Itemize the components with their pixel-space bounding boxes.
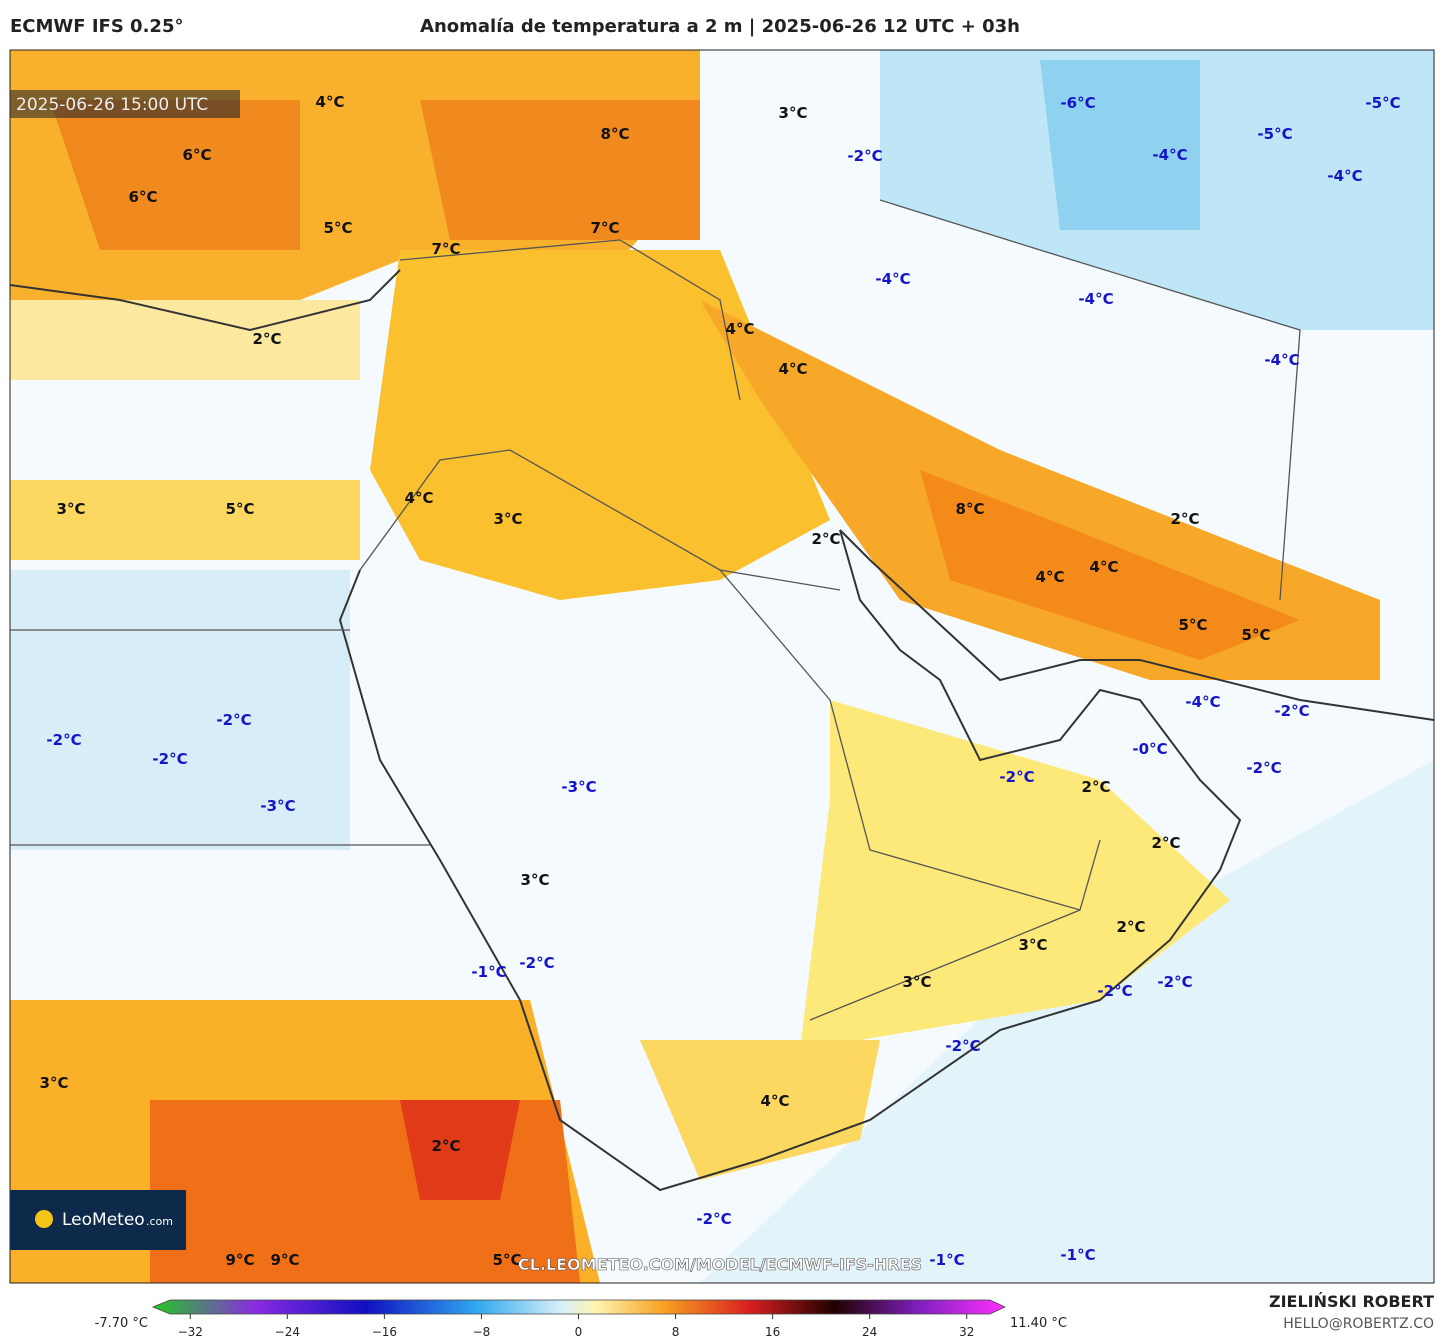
timestamp-box: [10, 90, 240, 118]
temperature-label: -3°C: [561, 778, 596, 796]
temperature-label: 7°C: [591, 219, 620, 237]
temperature-label: 5°C: [493, 1251, 522, 1269]
colorbar-min: -7.70 °C: [95, 1316, 148, 1331]
temperature-label: -3°C: [260, 797, 295, 815]
colorbar-tick-label: 8: [672, 1325, 680, 1339]
temperature-label: 4°C: [316, 93, 345, 111]
colorbar-tick-label: −8: [473, 1325, 491, 1339]
temperature-label: -2°C: [847, 147, 882, 165]
temperature-label: 9°C: [271, 1251, 300, 1269]
logo-suffix: .com: [146, 1215, 173, 1228]
temperature-label: -2°C: [999, 768, 1034, 786]
temperature-label: -1°C: [471, 963, 506, 981]
temperature-label: -5°C: [1365, 94, 1400, 112]
temperature-label: -4°C: [1078, 290, 1113, 308]
temperature-label: 7°C: [432, 240, 461, 258]
temperature-label: -4°C: [1327, 167, 1362, 185]
temperature-label: 4°C: [1090, 558, 1119, 576]
temperature-label: 2°C: [1171, 510, 1200, 528]
temperature-label: 2°C: [432, 1137, 461, 1155]
temperature-label: 3°C: [903, 973, 932, 991]
temperature-label: -2°C: [696, 1210, 731, 1228]
temperature-label: 2°C: [253, 330, 282, 348]
colorbar-tick-label: 16: [765, 1325, 780, 1339]
temperature-label: -6°C: [1060, 94, 1095, 112]
temperature-label: 3°C: [1019, 936, 1048, 954]
temperature-label: 3°C: [57, 500, 86, 518]
colorbar-tick-label: 32: [959, 1325, 974, 1339]
timestamp: 2025-06-26 15:00 UTC: [16, 95, 208, 115]
temperature-label: -2°C: [1157, 973, 1192, 991]
temperature-label: -2°C: [519, 954, 554, 972]
temperature-label: 4°C: [779, 360, 808, 378]
coastlines: [10, 269, 1434, 1192]
temperature-label: -2°C: [945, 1037, 980, 1055]
colorbar-tick-label: 24: [862, 1325, 877, 1339]
temperature-label: 5°C: [324, 219, 353, 237]
temperature-label: 4°C: [1036, 568, 1065, 586]
map-title: Anomalía de temperatura a 2 m | 2025-06-…: [420, 16, 1020, 37]
logo-name: LeoMeteo: [62, 1210, 145, 1230]
temperature-label: 9°C: [226, 1251, 255, 1269]
author: ZIELIŃSKI ROBERT: [1269, 1292, 1434, 1311]
temperature-label: 3°C: [521, 871, 550, 889]
temperature-label: 4°C: [761, 1092, 790, 1110]
map-field: [10, 50, 1434, 1283]
temperature-label: 8°C: [956, 500, 985, 518]
logo-sun: [35, 1210, 53, 1228]
temperature-label: 2°C: [1117, 918, 1146, 936]
temperature-label: -0°C: [1132, 740, 1167, 758]
temperature-label: 3°C: [779, 104, 808, 122]
temperature-label: 2°C: [812, 530, 841, 548]
colorbar-ramp: [151, 1299, 1006, 1315]
colorbar-max: 11.40 °C: [1010, 1316, 1067, 1331]
temperature-label: 6°C: [129, 188, 158, 206]
temperature-label: -2°C: [216, 711, 251, 729]
watermark: CL.LEOMETEO.COM/MODEL/ECMWF-IFS-HRES: [518, 1255, 922, 1274]
temperature-label: 3°C: [494, 510, 523, 528]
temperature-label: -1°C: [929, 1251, 964, 1269]
model-name: ECMWF IFS 0.25°: [10, 16, 183, 37]
temperature-label: 4°C: [726, 320, 755, 338]
temperature-label: 5°C: [1179, 616, 1208, 634]
temperature-label: 5°C: [1242, 626, 1271, 644]
colorbar-tick-label: −16: [372, 1325, 397, 1339]
temperature-label: -4°C: [1185, 693, 1220, 711]
temperature-label: -1°C: [1060, 1246, 1095, 1264]
temperature-label: -2°C: [1097, 982, 1132, 1000]
temperature-label: -4°C: [1152, 146, 1187, 164]
temperature-label: 5°C: [226, 500, 255, 518]
temperature-label: -4°C: [875, 270, 910, 288]
colorbar-tick-label: 0: [575, 1325, 583, 1339]
temperature-label: -2°C: [1274, 702, 1309, 720]
temperature-label: -4°C: [1264, 351, 1299, 369]
temperature-label: 2°C: [1082, 778, 1111, 796]
temperature-label: -5°C: [1257, 125, 1292, 143]
map-frame: [9, 49, 1435, 1284]
temperature-label: 3°C: [40, 1074, 69, 1092]
temperature-label: 6°C: [183, 146, 212, 164]
temperature-label: -2°C: [1246, 759, 1281, 777]
map-labels: 4°C 8°C 3°C -6°C -5°C -5°C -4°C -4°C -2°C 6°C 6°C 5…: [40, 93, 1401, 1269]
email: HELLO@ROBERTZ.CO: [1283, 1316, 1434, 1332]
temperature-label: -2°C: [152, 750, 187, 768]
colorbar-tick-label: −32: [178, 1325, 203, 1339]
temperature-label: 8°C: [601, 125, 630, 143]
borders: [10, 199, 1301, 1021]
temperature-label: 2°C: [1152, 834, 1181, 852]
temperature-label: -2°C: [46, 731, 81, 749]
colorbar: -7.70 °C 11.40 °C −32 −24 −16 −8 0 8 16 24 32: [95, 1299, 1067, 1339]
temperature-label: 4°C: [405, 489, 434, 507]
colorbar-tick-label: −24: [275, 1325, 300, 1339]
